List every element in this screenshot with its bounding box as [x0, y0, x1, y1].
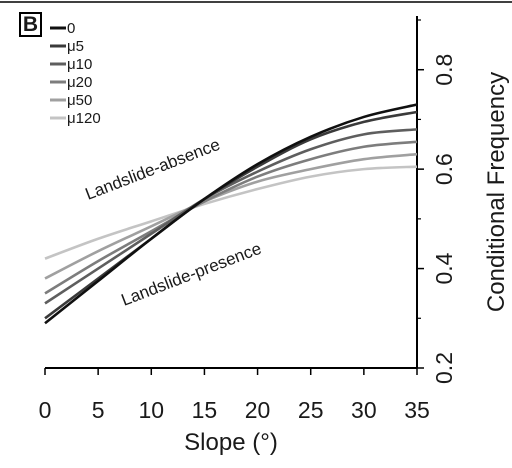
annotation-landslide-presence: Landslide-presence [119, 239, 264, 310]
x-tick-label: 30 [351, 397, 377, 423]
x-tick-label: 35 [404, 397, 430, 423]
legend-label: μ120 [67, 110, 101, 127]
x-tick-label: 0 [39, 397, 52, 423]
x-tick-label: 15 [192, 397, 218, 423]
legend-label: μ5 [67, 38, 84, 55]
y-tick-label: 0.4 [431, 252, 457, 284]
legend-label: 0 [67, 20, 75, 37]
x-tick-label: 5 [92, 397, 105, 423]
x-axis-title: Slope (°) [184, 429, 278, 456]
legend-label: μ10 [67, 56, 92, 73]
y-tick-label: 0.2 [431, 352, 457, 384]
legend-label: μ20 [67, 74, 92, 91]
series-line-μ50 [44, 152, 418, 280]
series-line-μ120 [44, 165, 418, 260]
x-tick-label: 25 [298, 397, 324, 423]
y-tick-label: 0.8 [431, 54, 457, 86]
y-axis-ticks: 0.2 0.4 0.6 0.8 [417, 19, 457, 384]
series-line-0 [44, 103, 418, 325]
panel-letter-box [19, 12, 42, 37]
panel-letter: B [23, 13, 38, 36]
x-tick-label: 20 [245, 397, 271, 423]
x-tick-label: 10 [138, 397, 164, 423]
series-line-μ20 [44, 140, 418, 295]
annotation-landslide-absence: Landslide-absence [83, 135, 223, 204]
y-axis-title: Conditional Frequency [483, 72, 510, 312]
x-axis-ticks: 0 5 10 15 20 25 30 35 [39, 368, 430, 423]
series-line-μ10 [44, 128, 418, 305]
series-lines [44, 103, 418, 325]
series-line-μ5 [44, 110, 418, 320]
y-tick-label: 0.6 [431, 153, 457, 185]
legend-label: μ50 [67, 92, 92, 109]
